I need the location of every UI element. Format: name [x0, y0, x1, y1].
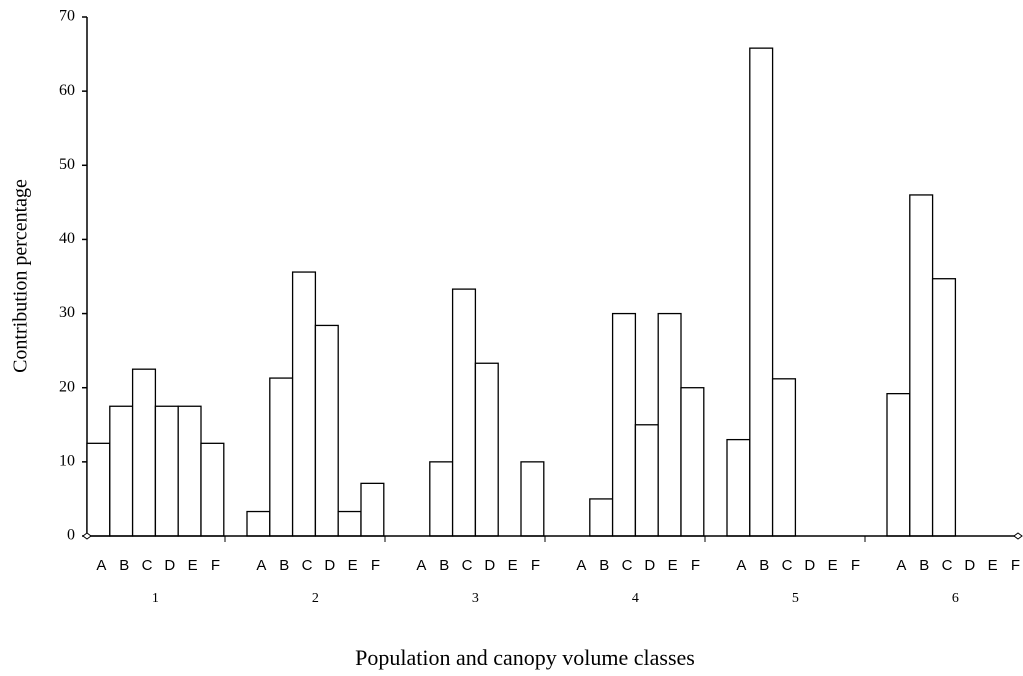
- bar: [474, 362, 499, 537]
- x-group-label: 2: [312, 591, 319, 606]
- x-subcategory-label: A: [416, 557, 426, 574]
- x-subcategory-label: E: [188, 557, 198, 574]
- x-subcategory-label: E: [988, 557, 998, 574]
- x-group-label: 3: [472, 591, 479, 606]
- y-tick-label: 60: [59, 82, 75, 99]
- y-axis-title: Contribution percentage: [10, 179, 32, 373]
- x-subcategory-label: D: [484, 557, 495, 574]
- x-subcategory-label: A: [896, 557, 906, 574]
- bar: [451, 288, 477, 537]
- x-group-label: 4: [632, 591, 639, 606]
- bar: [726, 438, 751, 537]
- y-tick-label: 70: [59, 8, 75, 25]
- bar: [589, 498, 614, 537]
- x-subcategory-label: B: [759, 557, 769, 574]
- x-subcategory-label: F: [531, 557, 540, 574]
- x-subcategory-label: C: [782, 557, 793, 574]
- bar: [86, 442, 111, 537]
- x-subcategory-label: F: [851, 557, 860, 574]
- x-subcategory-label: C: [942, 557, 953, 574]
- x-subcategory-label: D: [164, 557, 175, 574]
- x-subcategory-label: F: [211, 557, 220, 574]
- x-group-label: 6: [952, 591, 959, 606]
- bar: [291, 271, 317, 537]
- x-subcategory-label: E: [348, 557, 358, 574]
- bar: [131, 368, 157, 537]
- x-subcategory-label: C: [462, 557, 473, 574]
- x-subcategory-label: B: [439, 557, 449, 574]
- bar: [657, 312, 682, 537]
- bar: [611, 312, 637, 537]
- bar: [109, 405, 134, 537]
- y-tick-label: 40: [59, 230, 75, 247]
- bar: [680, 387, 705, 537]
- bar: [909, 194, 934, 537]
- x-subcategory-label: F: [371, 557, 380, 574]
- x-subcategory-label: A: [736, 557, 746, 574]
- x-subcategory-label: F: [1011, 557, 1020, 574]
- x-subcategory-label: B: [599, 557, 609, 574]
- y-tick-label: 0: [67, 527, 75, 544]
- x-subcategory-label: B: [919, 557, 929, 574]
- x-axis-title: Population and canopy volume classes: [355, 645, 695, 670]
- bar: [749, 47, 774, 537]
- bar: [429, 461, 454, 537]
- x-subcategory-label: D: [644, 557, 655, 574]
- x-subcategory-label: D: [964, 557, 975, 574]
- x-subcategory-label: B: [279, 557, 289, 574]
- bar: [314, 324, 339, 537]
- bar: [337, 510, 362, 537]
- bar: [200, 442, 225, 537]
- bar: [154, 405, 179, 537]
- x-subcategory-label: B: [119, 557, 129, 574]
- x-subcategory-label: A: [96, 557, 106, 574]
- bar: [771, 378, 797, 537]
- x-subcategory-label: D: [804, 557, 815, 574]
- y-tick-label: 10: [59, 453, 75, 470]
- x-subcategory-label: E: [828, 557, 838, 574]
- y-tick-label: 20: [59, 378, 75, 395]
- x-subcategory-label: E: [668, 557, 678, 574]
- bar: [360, 482, 385, 537]
- bar: [246, 510, 271, 537]
- x-subcategory-label: D: [324, 557, 335, 574]
- axis-end: [1013, 532, 1023, 540]
- bar: [269, 377, 294, 537]
- x-subcategory-label: C: [302, 557, 313, 574]
- x-subcategory-label: A: [256, 557, 266, 574]
- bar: [634, 424, 659, 537]
- x-subcategory-label: F: [691, 557, 700, 574]
- bar: [520, 461, 545, 537]
- bar: [931, 278, 957, 537]
- bar: [177, 405, 202, 537]
- x-subcategory-label: C: [142, 557, 153, 574]
- x-subcategory-label: C: [622, 557, 633, 574]
- bar: [886, 392, 911, 537]
- x-subcategory-label: A: [576, 557, 586, 574]
- x-subcategory-label: E: [508, 557, 518, 574]
- y-tick-label: 50: [59, 156, 75, 173]
- x-group-label: 5: [792, 591, 799, 606]
- axis-end: [82, 532, 92, 540]
- x-group-label: 1: [152, 591, 159, 606]
- y-tick-label: 30: [59, 304, 75, 321]
